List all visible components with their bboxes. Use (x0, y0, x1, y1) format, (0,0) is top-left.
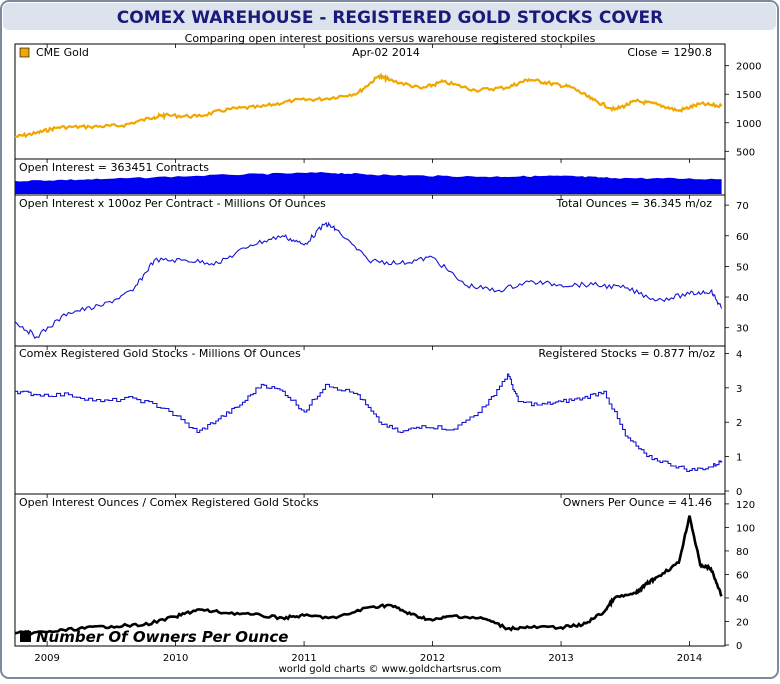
y-tick-label: 4 (736, 349, 742, 360)
price-series-layer (14, 72, 723, 139)
owners-legend-swatch (20, 631, 31, 642)
y-tick-label: 0 (736, 487, 742, 498)
price-legend: CME Gold (36, 46, 89, 59)
title-band (3, 3, 776, 30)
y-tick-label: 2000 (736, 62, 761, 73)
y-tick-label: 500 (736, 147, 755, 158)
owners-readout: Owners Per Ounce = 41.46 (563, 496, 712, 509)
open-interest-area (15, 172, 722, 194)
y-tick-label: 1500 (736, 90, 761, 101)
x-tick-label: 2014 (677, 653, 702, 664)
price-readout: Close = 1290.8 (627, 46, 712, 59)
y-tick-label: 60 (736, 570, 749, 581)
x-axis-guides (46, 44, 690, 646)
y-tick-label: 80 (736, 547, 749, 558)
y-tick-label: 60 (736, 232, 749, 243)
y-tick-label: 50 (736, 262, 749, 273)
price-line (14, 72, 723, 139)
x-tick-label: 2013 (548, 653, 573, 664)
price-date-label: Apr-02 2014 (352, 46, 420, 59)
y-tick-label: 30 (736, 324, 749, 335)
x-tick-labels: 2009 2010 2011 2012 2013 2014 (34, 653, 702, 664)
y-tick-label: 120 (736, 500, 755, 511)
y-tick-label: 40 (736, 594, 749, 605)
y-tick-labels: 2000 1500 1000 500 70 60 50 40 30 4 3 2 1 0 120 100 80 60… (725, 62, 761, 652)
y-tick-label: 1 (736, 453, 742, 464)
open-interest-layer (15, 172, 722, 194)
chart-subtitle: Comparing open interest positions versus… (185, 32, 596, 45)
x-tick-label: 2011 (291, 653, 316, 664)
x-tick-label: 2012 (420, 653, 445, 664)
registered-stocks-layer (15, 373, 723, 473)
registered-stocks-label: Comex Registered Gold Stocks - Millions … (19, 347, 301, 360)
oi-ounces-layer (14, 221, 723, 340)
price-legend-swatch (19, 47, 30, 58)
owners-legend: Number Of Owners Per Ounce (36, 628, 288, 646)
registered-stocks-readout: Registered Stocks = 0.877 m/oz (538, 347, 715, 360)
oi-ounces-readout: Total Ounces = 36.345 m/oz (556, 197, 713, 210)
y-tick-label: 2 (736, 418, 742, 429)
y-tick-label: 70 (736, 201, 749, 212)
y-tick-label: 20 (736, 617, 749, 628)
panel-frame-owners (14, 493, 726, 647)
y-tick-label: 3 (736, 384, 742, 395)
owners-label: Open Interest Ounces / Comex Registered … (19, 496, 319, 509)
open-interest-label: Open Interest = 363451 Contracts (19, 161, 209, 174)
x-tick-label: 2009 (34, 653, 59, 664)
oi-ounces-line (14, 221, 723, 340)
chart-title: COMEX WAREHOUSE - REGISTERED GOLD STOCKS… (117, 8, 663, 28)
oi-ounces-label: Open Interest x 100oz Per Contract - Mil… (19, 197, 326, 210)
y-tick-label: 40 (736, 293, 749, 304)
footer-credit: world gold charts © www.goldchartsrus.co… (279, 664, 502, 675)
y-tick-label: 0 (736, 641, 742, 652)
y-tick-label: 100 (736, 523, 755, 534)
y-tick-label: 1000 (736, 119, 761, 130)
x-tick-label: 2010 (163, 653, 188, 664)
registered-stocks-line (15, 373, 723, 473)
owners-line (14, 515, 723, 636)
owners-layer (14, 515, 723, 636)
